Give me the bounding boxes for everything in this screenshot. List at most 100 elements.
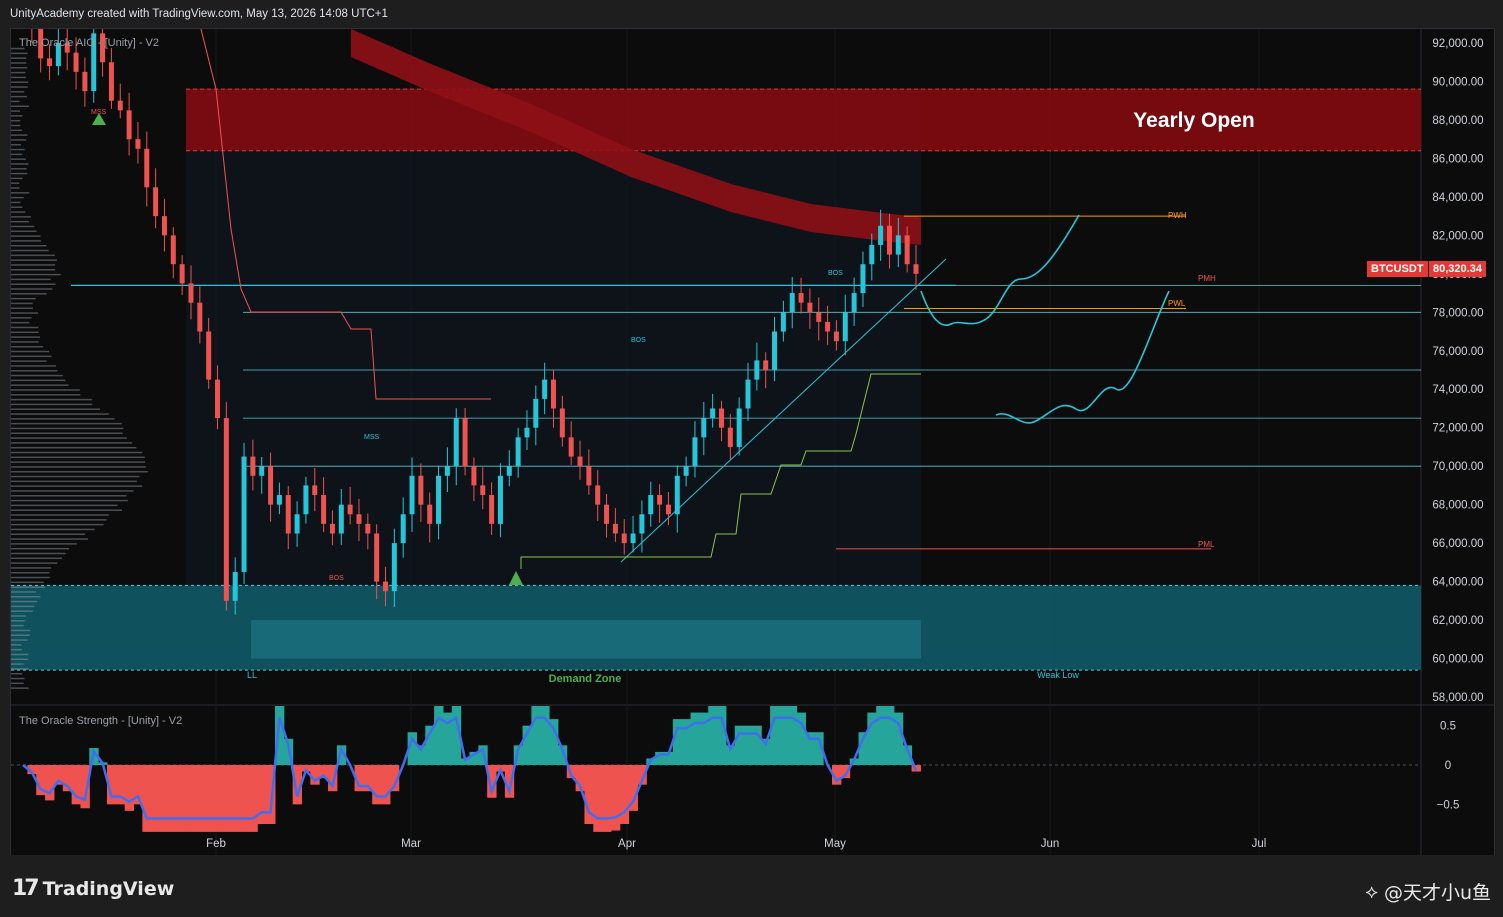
candle-body [135,139,140,149]
price-axis-tick: 68,000.00 [1432,500,1483,512]
osc-bar [160,765,169,832]
price-axis-tick: 82,000.00 [1432,230,1483,242]
candle-body [524,428,529,438]
volume-profile-bar [11,168,27,170]
candle-body [516,437,521,466]
price-chart-svg[interactable]: Yearly Open Demand Zone Weak Low LL PWH PMH PW… [11,29,1494,855]
candle-body [692,437,697,466]
candle-body [639,514,644,533]
volume-profile-bar [11,163,28,165]
candle-body [224,418,229,601]
candle-body [339,505,344,534]
candle-body [878,226,883,245]
volume-profile-bar [11,639,27,641]
candle-body [905,235,910,264]
osc-bar [788,706,797,765]
volume-profile-bar [11,134,28,136]
candle-body [569,437,574,456]
candle-body [498,476,503,524]
time-axis-tick: Mar [401,838,421,850]
volume-profile-bar [11,178,23,180]
volume-profile-bar [11,77,26,79]
volume-profile-bar [11,307,33,309]
osc-bar [381,765,390,804]
osc-bar [125,765,134,811]
volume-profile-bar [11,408,100,410]
candle-body [816,312,821,322]
volume-profile-bar [11,630,30,632]
tradingview-logo[interactable]: 17 TradingView [12,876,174,901]
candle-body [471,466,476,485]
time-axis-tick: Feb [206,838,226,850]
yearly-open-label: Yearly Open [1133,109,1254,132]
volume-profile-bar [11,322,29,324]
volume-profile-bar [11,216,31,218]
candle-body [825,322,830,332]
volume-profile-bar [11,211,25,213]
candle-body [206,332,211,380]
volume-profile-bar [11,433,122,435]
osc-bar [222,765,231,832]
candle-body [74,53,79,72]
volume-profile-bar [11,279,51,281]
volume-profile-bar [11,197,24,199]
projection-path-2 [996,291,1169,423]
volume-profile-bar [11,399,92,401]
volume-profile-bar [11,625,24,627]
candle-body [860,264,865,293]
price-axis-tick: 64,000.00 [1432,577,1483,589]
volume-profile-bar [11,654,28,656]
volume-profile-bar [11,67,27,69]
chart-area[interactable]: Yearly Open Demand Zone Weak Low LL PWH PMH PW… [10,28,1495,856]
weak-low-label: Weak Low [1037,670,1079,680]
pwl-label: PWL [1168,299,1186,308]
osc-bar [611,765,620,831]
watermark: ⟡ @天才小u鱼 [1365,878,1491,905]
candle-body [914,264,919,274]
candle-body [233,572,238,601]
osc-bar [735,726,744,765]
osc-bar [169,765,178,832]
main-indicator-label: The Oracle AIO - [Unity] - V2 [19,37,159,49]
volume-profile-bar [11,274,61,276]
candle-body [418,476,423,505]
header-title: UnityAcademy created with TradingView.co… [10,8,388,20]
candle-body [710,408,715,418]
candle-body [118,101,123,111]
pml-label: PML [1198,540,1215,549]
candle-body [383,582,388,592]
candle-body [896,235,901,254]
osc-bar [673,719,682,765]
osc-bar [187,765,196,832]
oscillator-label: The Oracle Strength - [Unity] - V2 [19,715,182,727]
osc-bar [45,765,54,800]
osc-bar [248,765,257,832]
osc-bar [779,706,788,765]
volume-profile-bar [11,81,28,83]
candle-body [127,110,132,139]
volume-profile-bar [11,312,38,314]
candle-body [869,245,874,264]
volume-profile-bar [11,413,109,415]
volume-profile-bar [11,644,21,646]
candle-body [277,495,282,505]
price-axis-tick: 62,000.00 [1432,615,1483,627]
candle-body [666,505,671,515]
volume-profile-bar [11,332,39,334]
demand-zone-label: Demand Zone [549,673,622,685]
candle-body [427,505,432,524]
volume-profile-bar [11,442,132,444]
candle-body [586,466,591,485]
price-axis-tick: 76,000.00 [1432,346,1483,358]
volume-profile-bar [11,524,103,526]
candle-body [772,332,777,370]
volume-profile-bar [11,687,29,689]
price-axis-tick: 72,000.00 [1432,423,1483,435]
candle-body [463,418,468,466]
volume-profile-bar [11,534,85,536]
volume-profile-bar [11,514,109,516]
candle-body [215,380,220,418]
candle-body [348,505,353,515]
volume-profile-bar [11,360,46,362]
volume-profile-bar [11,86,28,88]
